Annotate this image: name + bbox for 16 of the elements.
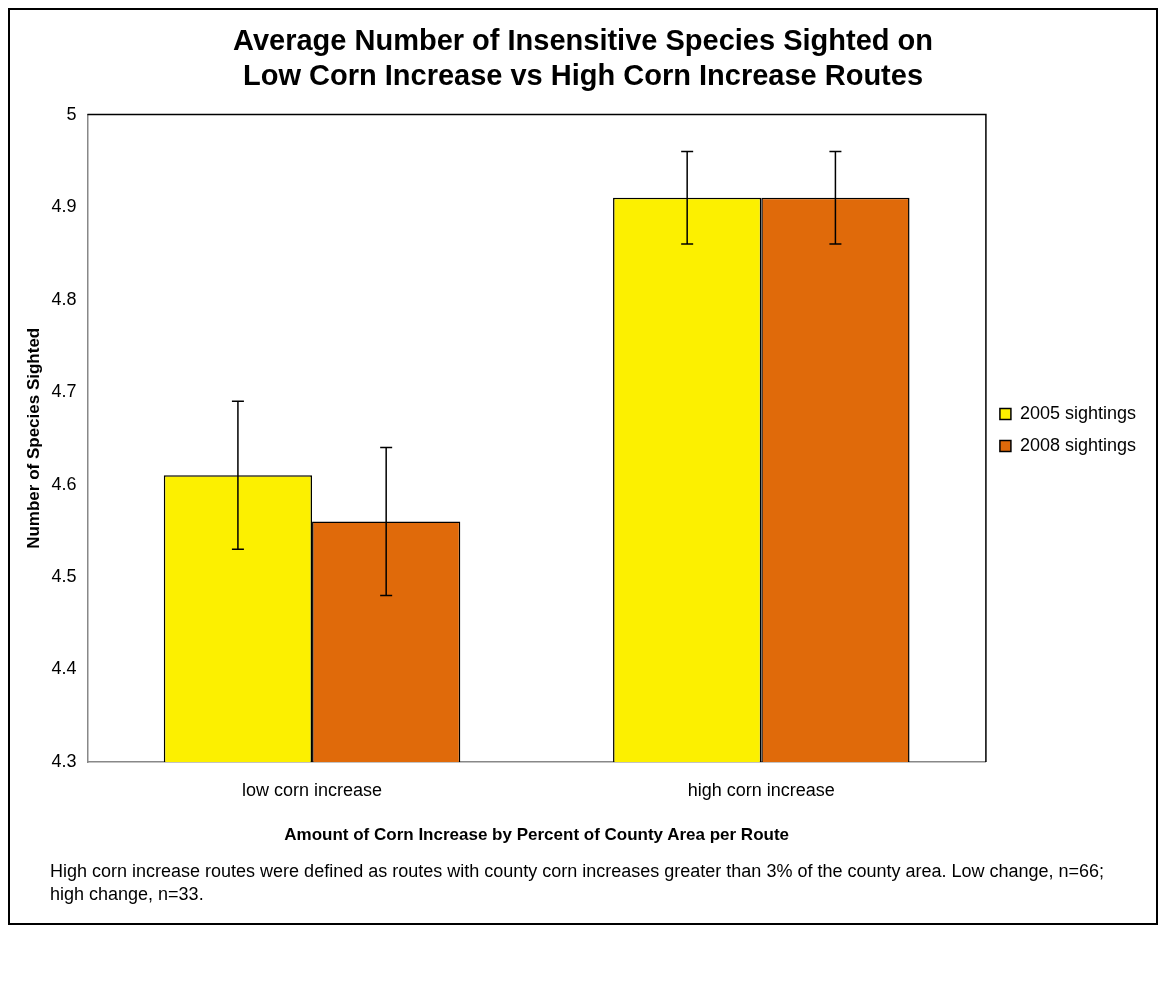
x-axis-title: Amount of Corn Increase by Percent of County Area per Route bbox=[284, 825, 790, 845]
x-tick-label: high corn increase bbox=[687, 779, 835, 800]
y-axis-title: Number of Species Sighted bbox=[23, 327, 43, 549]
y-tick-label: 4.7 bbox=[51, 381, 77, 402]
y-tick-label: 4.9 bbox=[51, 196, 77, 217]
legend-label: 2008 sightings bbox=[1019, 434, 1137, 455]
y-tick-label: 4.8 bbox=[51, 288, 77, 309]
y-tick-label: 4.6 bbox=[51, 473, 77, 494]
text: High corn increase routes were defined as routes with county corn increases greater than 3% of the county area. Low change, n=66; high change, n=33. bbox=[49, 860, 1106, 907]
y-tick-label: 4.5 bbox=[51, 566, 77, 586]
x-tick-label: low corn increase bbox=[242, 779, 383, 800]
y-tick-label: 4.4 bbox=[51, 658, 77, 679]
legend-label: 2005 sightings bbox=[1019, 402, 1137, 423]
chart-title: Average Number of Insensitive Species Sighted on Low Corn Increase vs High Corn Increase Routes bbox=[233, 24, 933, 92]
y-tick-label: 5 bbox=[66, 103, 77, 124]
y-tick-label: 4.3 bbox=[51, 750, 77, 771]
